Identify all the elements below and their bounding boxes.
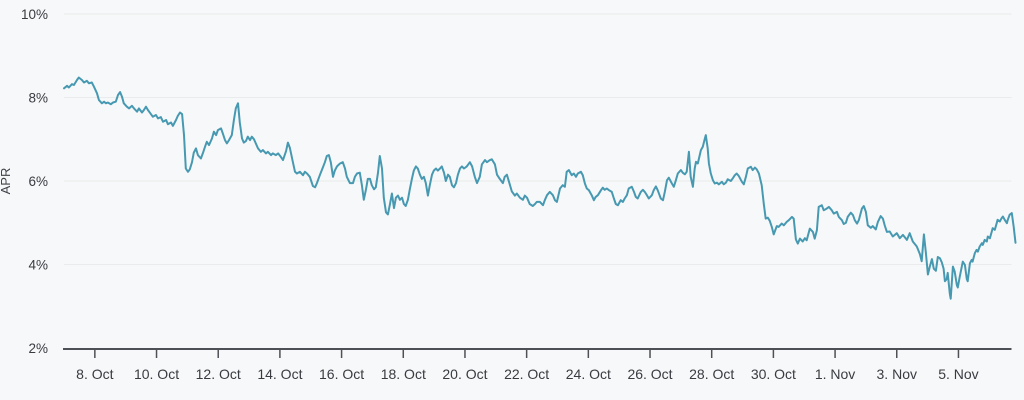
x-tick-label: 1. Nov — [815, 366, 855, 382]
y-tick-label: 6% — [28, 174, 48, 189]
x-tick-label: 5. Nov — [938, 366, 978, 382]
x-tick-label: 26. Oct — [627, 366, 672, 382]
x-tick-label: 28. Oct — [689, 366, 734, 382]
x-tick-label: 3. Nov — [877, 366, 917, 382]
y-axis-title: APR — [0, 168, 13, 195]
x-tick-label: 24. Oct — [566, 366, 611, 382]
x-tick-label: 8. Oct — [76, 366, 113, 382]
x-tick-label: 16. Oct — [319, 366, 364, 382]
y-tick-label: 4% — [28, 257, 48, 272]
apr-series-line — [63, 76, 1017, 300]
x-tick-label: 14. Oct — [257, 366, 302, 382]
x-tick-label: 10. Oct — [134, 366, 179, 382]
y-tick-label: 10% — [21, 7, 48, 22]
y-tick-label: 8% — [28, 90, 48, 105]
x-tick-label: 18. Oct — [381, 366, 426, 382]
x-tick-label: 30. Oct — [751, 366, 796, 382]
x-tick-label: 22. Oct — [504, 366, 549, 382]
x-tick-label: 12. Oct — [196, 366, 241, 382]
x-tick-label: 20. Oct — [442, 366, 487, 382]
y-tick-label: 2% — [28, 341, 48, 356]
